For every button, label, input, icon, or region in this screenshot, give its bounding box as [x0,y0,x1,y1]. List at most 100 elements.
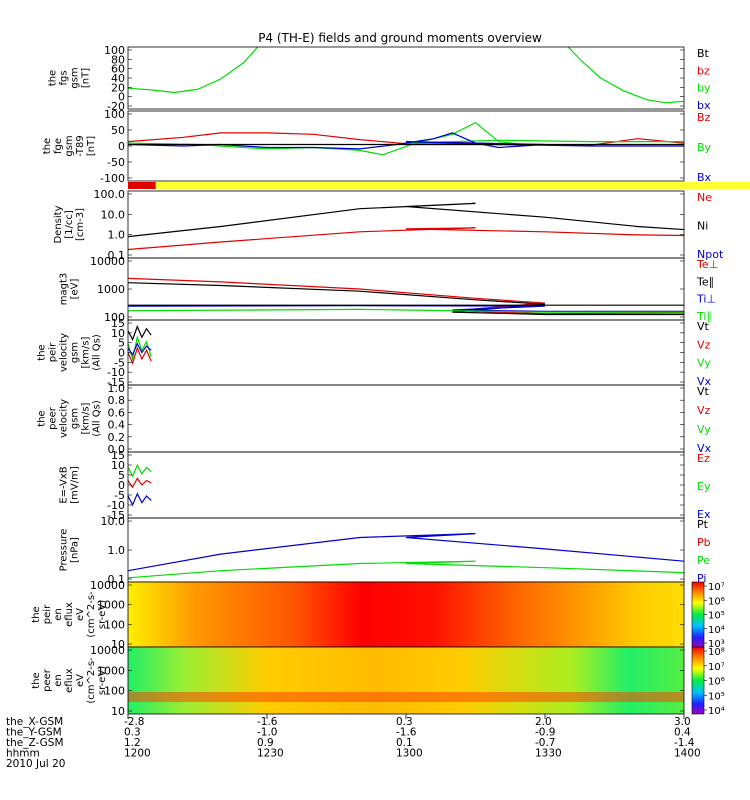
y-tick-label: 50 [111,124,125,137]
legend-entry: By [697,141,712,154]
quality-bar-segment [155,182,750,189]
series-line-3 [128,342,152,356]
legend-entry: Ni [697,220,708,233]
y-axis-label-line: gsm [70,67,81,88]
y-tick-label: 0.6 [108,406,126,419]
panel-frame [127,384,685,453]
y-axis-label-line: [nPa] [70,537,81,563]
legend-entry: bz [697,64,710,77]
legend-entry: Vx [697,375,712,388]
panel-peir_en_eflux: 10⁷ 10⁶ 10⁵ 10⁴ 10³ 10000 1000 100 10 the peir en ef… [31,579,725,651]
time-axis-value: -1.4 [674,737,695,749]
y-axis-label-line: [eV] [70,279,81,300]
y-axis-label-line: fge [53,138,64,154]
colorbar-tick-label: 10⁵ [708,691,725,702]
y-tick-label: 10 [111,327,125,340]
time-axis-row-label: the_Z-GSM [6,737,64,749]
colorbar-tick-label: 10⁴ [708,706,725,717]
heatmap-band [128,692,684,702]
y-tick-label: 20 [111,81,125,94]
y-axis-label-line: [nT] [86,136,97,156]
legend-entry: Vz [697,338,711,351]
y-axis-label-line: the [31,606,42,622]
colorbar-tick-label: 10⁶ [708,677,725,688]
legend-entry: Bx [697,171,712,184]
time-axis-value: 3.0 [674,716,691,728]
legend-entry: Vx [697,442,712,455]
legend-entry: Ey [697,480,711,493]
y-axis-label-line: [1/cc] [64,210,75,239]
legend-entry: Pe [697,554,710,567]
y-axis-label-line: the [42,138,53,154]
y-tick-label: 0.1 [108,573,126,586]
y-axis-label-line: (cm^2-s- [86,591,97,638]
legend-entry: Ex [697,508,711,521]
panel-frame [127,319,685,386]
y-tick-label: 1000 [97,599,125,612]
y-axis-label-line: magt3 [59,273,70,306]
colorbar-tick-label: 10⁷ [708,582,725,593]
legend-entry: Npot [697,248,724,261]
colorbar-tick-label: 10⁵ [708,611,725,622]
time-axis-row-label: hhmm [6,748,40,760]
y-tick-label: -10 [107,499,125,512]
series-line-5 [683,351,684,353]
legend-entry: Ti⊥ [696,293,716,306]
y-tick-label: 0.8 [108,394,126,407]
y-axis-label-line: en [53,608,64,621]
y-tick-label: 100 [104,108,125,121]
y-axis-label-line: peir [48,342,59,362]
y-axis-label-line: [cm-3] [75,208,86,241]
colorbar-tick-label: 10³ [708,639,725,650]
y-axis-label-line: [km/s] [81,402,92,434]
colorbar-peer_en_eflux [691,646,705,715]
y-tick-label: 5 [118,337,125,350]
legend-entry: Bt [697,47,710,60]
time-axis-value: 1.2 [124,737,141,749]
y-tick-label: 15 [111,449,125,462]
y-tick-label: 40 [111,72,125,85]
y-tick-label: 15 [111,317,125,330]
y-tick-label: 100.0 [94,188,126,201]
series-line-3 [683,485,684,486]
y-tick-label: 0 [118,91,125,104]
y-axis-label-line: the [37,344,48,360]
colorbar-tick-label: 10⁶ [708,596,725,607]
colorbar-peir_en_eflux [691,581,705,648]
time-axis-value: -2.8 [124,716,145,728]
y-axis-label-line: eflux [64,602,75,627]
time-axis-value: 1300 [396,748,423,760]
series-line-0 [128,533,684,573]
y-axis-label-line: (All Qs) [92,334,103,371]
heatmap-peer_en_eflux [128,647,684,714]
y-axis-label-line: gsm [64,135,75,156]
panel-density: 100.0 10.0 1.0 0.1 Density [1/cc] [cm-3] Ne Ni Np… [53,188,724,262]
y-tick-label: 1.0 [108,382,126,395]
y-axis-label-line: Density [53,205,64,243]
legend-entry: Vz [697,404,711,417]
y-tick-label: 0 [118,140,125,153]
y-tick-label: 100 [104,44,125,57]
legend-entry: Ti∥ [696,310,712,323]
legend-entry: Ne [697,191,712,204]
y-tick-label: 1.0 [108,544,126,557]
series-line-2 [128,492,152,507]
y-tick-label: 1000 [97,283,125,296]
y-tick-label: 0.2 [108,431,126,444]
legend-entry: Pt [697,518,709,531]
y-axis-label-line: en [53,674,64,687]
legend-entry: Vy [697,357,711,370]
series-line-4 [683,347,684,349]
y-tick-label: 10000 [90,579,125,592]
legend-entry: Bz [697,111,711,124]
series-line-5 [683,486,684,488]
panel-frame [127,190,685,259]
y-axis-label-line: sr-eV) [97,666,108,695]
series-line-1 [128,121,684,156]
time-axis-value: -1.0 [257,727,278,739]
series-group [128,202,684,251]
time-axis-value: 1330 [535,748,562,760]
legend-entry: Vt [697,385,710,398]
